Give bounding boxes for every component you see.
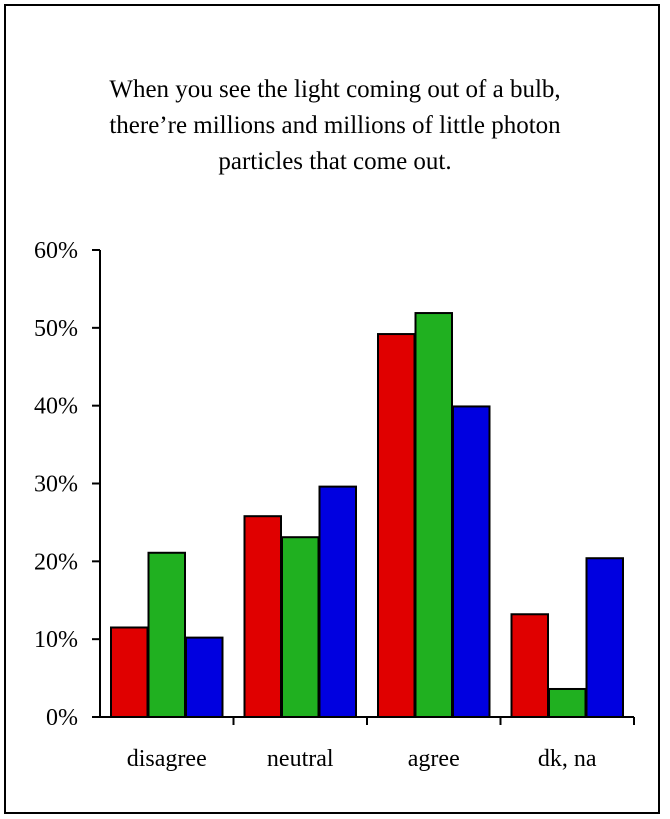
y-tick-label: 0% — [46, 705, 78, 731]
y-tick-label: 30% — [34, 472, 78, 498]
y-tick-label: 10% — [34, 627, 78, 653]
bar — [377, 333, 416, 718]
bar — [585, 557, 624, 718]
bars — [110, 312, 624, 719]
bar — [243, 515, 282, 718]
x-category-label: dk, na — [538, 746, 597, 772]
labels: 0% 10% 20% 30% 40% 50% 60% disagree neutral agree… — [34, 238, 597, 772]
y-tick-label: 50% — [34, 316, 78, 342]
bar — [147, 551, 186, 718]
y-tick-label: 20% — [34, 549, 78, 575]
bar — [318, 485, 357, 719]
bar — [110, 626, 149, 718]
bar — [510, 613, 549, 719]
bar — [452, 405, 491, 718]
y-tick-label: 60% — [34, 238, 78, 264]
chart-title: When you see the light coming out of a b… — [109, 76, 561, 175]
bar — [548, 687, 587, 718]
bar — [414, 312, 453, 718]
x-category-label: neutral — [267, 746, 334, 772]
x-category-label: agree — [408, 746, 460, 772]
y-tick-label: 40% — [34, 394, 78, 420]
x-category-label: disagree — [127, 746, 207, 772]
bar — [185, 636, 224, 718]
bar — [281, 536, 320, 719]
